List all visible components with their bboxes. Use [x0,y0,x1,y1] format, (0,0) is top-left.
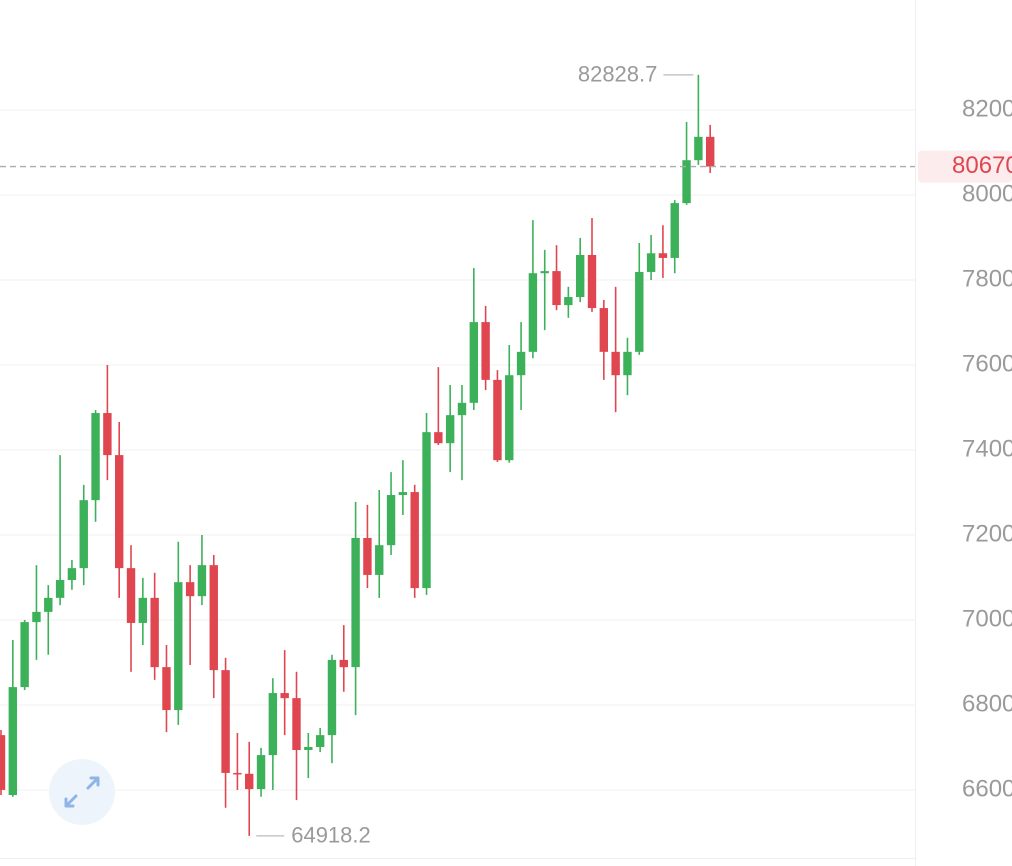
y-tick-label: 80000 [962,180,1012,207]
candle-body [8,687,18,796]
candle-body [445,415,455,444]
candle-body [292,698,301,750]
low-annotation: 64918.2 [291,823,371,848]
candle-body [32,611,41,623]
candle-body [670,203,679,258]
candles [0,74,715,836]
candle-body [20,622,29,688]
candle-body [386,495,396,546]
y-tick-label: 82000 [962,95,1012,122]
high-annotation: 82828.7 [578,62,658,87]
candle-body [315,735,325,748]
expand-button-bg[interactable] [49,759,115,825]
candle-body [505,375,514,461]
y-tick-label: 72000 [962,520,1012,547]
candle-body [682,160,691,204]
candle-body [422,432,431,589]
candle-body [103,413,112,456]
candle-body [493,379,502,461]
y-tick-label: 78000 [962,265,1012,292]
candle-body [540,271,549,274]
candle-body [174,582,183,711]
candle-body [694,136,703,161]
candle-body [138,597,148,623]
candle-body [623,351,632,376]
candle-body [67,568,77,581]
candle-body [646,253,656,272]
expand-button[interactable] [49,759,115,825]
candle-body [268,693,278,756]
candle-body [469,322,478,403]
candle-body [150,597,159,668]
candle-body [587,254,597,309]
candle-body [197,565,207,597]
candle-body [221,670,230,773]
candle-body [351,537,360,668]
expand-icon[interactable] [64,776,100,808]
candle-body [126,568,136,623]
candle-body [115,455,124,569]
candle-body [162,667,171,711]
candle-body [398,492,408,496]
candle-body [256,755,266,790]
candle-body [209,565,218,671]
candle-body [339,659,348,668]
candle-body [599,308,609,352]
current-price-bg [918,150,1012,183]
candle-body [79,500,88,569]
candle-body [233,772,242,775]
candle-body [575,254,585,298]
candle-body [457,402,467,416]
y-tick-label: 70000 [962,605,1012,632]
candle-body [91,413,100,501]
candle-body [327,659,337,736]
candle-body [55,580,65,598]
y-tick-label: 74000 [962,435,1012,462]
candle-body [611,351,620,376]
y-tick-label: 66000 [962,775,1012,802]
candle-body [552,271,561,306]
y-tick-label: 76000 [962,350,1012,377]
candle-body [185,582,195,597]
candle-body [481,322,490,380]
candle-body [635,271,644,352]
grid [0,109,915,791]
current-price-label: 80670 [952,152,1012,179]
candle-body [375,545,384,575]
candle-body [363,537,372,575]
candle-body [0,735,6,790]
candle-body [516,351,526,376]
candle-body [304,747,313,750]
candle-body [245,773,254,790]
candle-body [658,253,668,258]
candle-body [434,432,443,444]
candle-body [280,693,289,699]
candle-body [564,297,573,306]
candle-body [44,597,53,612]
candle-body [706,136,715,167]
candle-body [528,273,538,352]
y-tick-label: 68000 [962,690,1012,717]
candle-body [410,492,419,589]
